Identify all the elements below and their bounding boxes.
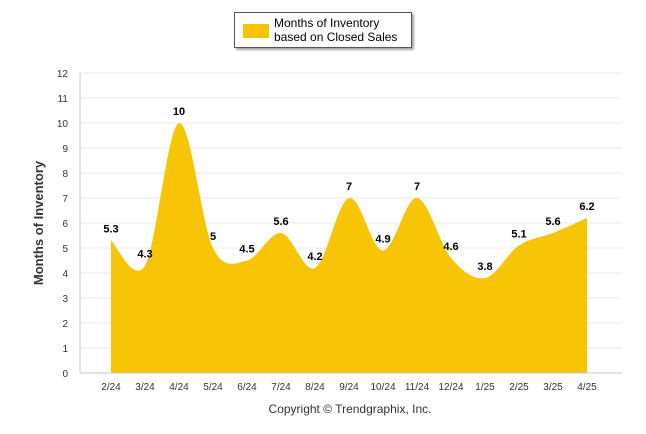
y-tick-label: 1 (62, 344, 68, 355)
data-label: 5.1 (511, 229, 526, 241)
data-label: 4.6 (443, 241, 458, 253)
legend[interactable]: Months of Inventory based on Closed Sale… (234, 12, 412, 48)
legend-swatch (243, 24, 269, 38)
y-tick-label: 9 (62, 144, 68, 155)
data-label: 10 (173, 106, 185, 118)
data-label: 3.8 (477, 261, 492, 273)
data-label: 4.5 (239, 244, 254, 256)
y-tick-label: 2 (62, 319, 68, 330)
x-tick-label: 2/24 (101, 382, 121, 393)
axes (79, 73, 622, 374)
x-tick-label: 7/24 (271, 382, 291, 393)
x-tick-label: 2/25 (509, 382, 529, 393)
y-tick-label: 11 (58, 94, 69, 105)
data-label: 4.2 (307, 251, 322, 263)
x-tick-label: 3/24 (135, 382, 155, 393)
x-tick-label: 8/24 (305, 382, 325, 393)
x-tick-label: 4/24 (169, 382, 189, 393)
y-tick-label: 0 (62, 369, 68, 380)
x-tick-label: 5/24 (203, 382, 223, 393)
x-tick-label: 4/25 (577, 382, 597, 393)
data-label: 5.3 (103, 224, 118, 236)
x-tick-label: 9/24 (339, 382, 359, 393)
data-labels: 5.3 4.3 10 5 4.5 5.6 4.2 7 4.9 7 4.6 3.8 5.1 5.6 6.2 (103, 106, 594, 273)
y-tick-label: 10 (57, 119, 69, 130)
data-label: 6.2 (579, 201, 594, 213)
y-tick-label: 6 (62, 219, 68, 230)
series-area (111, 122, 587, 373)
data-label: 7 (414, 181, 420, 193)
x-tick-labels: 2/24 3/24 4/24 5/24 6/24 7/24 8/24 9/24 10/24 11/… (101, 382, 597, 393)
data-label: 4.9 (375, 234, 390, 246)
y-tick-label: 7 (62, 194, 68, 205)
y-tick-label: 5 (62, 244, 68, 255)
x-tick-label: 6/24 (237, 382, 257, 393)
y-axis-title: Months of Inventory (31, 160, 46, 285)
y-tick-label: 8 (62, 169, 68, 180)
data-label: 5 (210, 231, 216, 243)
x-tick-label: 1/25 (475, 382, 495, 393)
series-area-path (111, 122, 587, 373)
legend-label: Months of Inventory based on Closed Sale… (274, 16, 398, 44)
data-label: 4.3 (137, 249, 152, 261)
x-tick-label: 10/24 (370, 382, 395, 393)
y-tick-label: 4 (62, 269, 68, 280)
data-label: 7 (346, 181, 352, 193)
x-tick-label: 3/25 (543, 382, 563, 393)
data-label: 5.6 (545, 216, 560, 228)
data-label: 5.6 (273, 216, 288, 228)
copyright-footer: Copyright © Trendgraphix, Inc. (268, 402, 432, 416)
x-tick-label: 11/24 (405, 382, 430, 393)
x-tick-label: 12/24 (438, 382, 463, 393)
y-tick-label: 12 (57, 69, 69, 80)
y-tick-label: 3 (62, 294, 68, 305)
